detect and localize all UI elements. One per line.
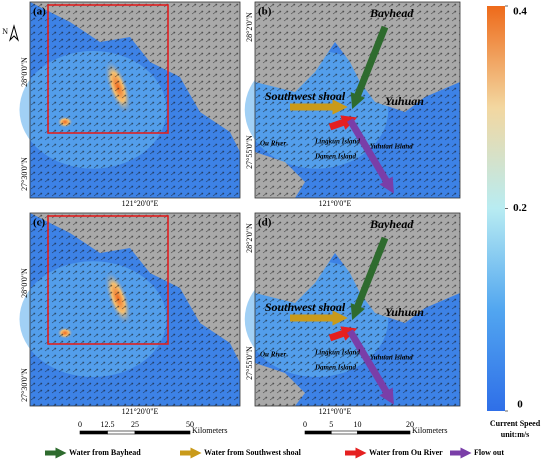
colorbar: 0.4 0.2 0 Current Speed unit:m/s <box>487 6 541 439</box>
scale-segment <box>304 430 332 435</box>
scale-tick-label: 25 <box>131 420 139 429</box>
scale-tick-label: 0 <box>303 420 307 429</box>
place-label: Yuhuan Island <box>370 143 413 151</box>
map-panel: Bayhead Southwest shoal Yuhuan Ou River Ling… <box>244 212 461 416</box>
scale-tick-label: 5 <box>329 420 333 429</box>
north-arrow: N <box>2 24 20 42</box>
lon-label: 121°0'0"E <box>319 407 352 416</box>
flow-arrow <box>346 329 394 405</box>
lon-label: 121°0'0"E <box>319 199 352 208</box>
place-label: Southwest shoal <box>265 300 346 314</box>
scale-tick-label: 10 <box>354 420 362 429</box>
place-label: Damen Island <box>314 153 357 161</box>
lat-label: 27°30'0"N <box>20 157 29 191</box>
place-label: Ou River <box>260 140 287 148</box>
north-label: N <box>2 27 8 36</box>
panel-label: (c) <box>33 217 46 229</box>
scale-tick-label: 12.5 <box>101 420 115 429</box>
panel-frame <box>29 212 241 407</box>
lat-label: 28°2'0"N <box>245 223 254 253</box>
colorbar-ramp <box>487 6 505 411</box>
colorbar-tick-label: 0.4 <box>513 6 527 18</box>
lat-label: 27°55'0"N <box>245 135 254 169</box>
map-panel: Bayhead Southwest shoal Yuhuan Ou River Ling… <box>244 1 461 208</box>
scale-tick-label: 0 <box>78 420 82 429</box>
panels: (a) 28°0'0"N 27°30'0"N 121°20'0"E Bayhead Sou… <box>19 1 461 416</box>
arrow-field <box>30 2 240 198</box>
place-label: Damen Island <box>314 364 357 372</box>
panel-label: (a) <box>33 6 46 18</box>
legend-label: Water from Bayhead <box>69 448 141 457</box>
study-box <box>47 215 169 345</box>
lat-label: 28°2'0"N <box>245 12 254 42</box>
legend-label: Water from Southwest shoal <box>204 448 302 457</box>
panel-frame <box>254 1 461 199</box>
scale-tick-label: 50 <box>186 420 194 429</box>
colorbar-tick-label: 0.2 <box>513 202 527 214</box>
map-panel: (c) 28°0'0"N 27°30'0"N 121°20'0"E <box>19 212 241 416</box>
flow-arrow <box>350 25 389 110</box>
legend: Water from Bayhead Water from Southwest s… <box>45 447 504 459</box>
scale-segment <box>107 430 136 435</box>
scale-segment <box>330 430 358 435</box>
colorbar-tick-label: 0 <box>517 399 523 411</box>
lat-label: 28°0'0"N <box>20 57 29 87</box>
lon-label: 121°20'0"E <box>122 407 159 416</box>
place-label: Yuhuan Island <box>370 354 413 362</box>
place-label: Ou River <box>260 351 287 359</box>
arrow-field <box>30 213 240 406</box>
flow-arrow <box>346 118 394 194</box>
flow-arrow <box>328 115 358 131</box>
place-label: Bayhead <box>369 217 414 231</box>
lat-label: 27°30'0"N <box>20 368 29 402</box>
scale-unit: Kilometers <box>192 426 228 435</box>
panel-frame <box>29 1 241 199</box>
flow-arrow <box>328 326 358 342</box>
panel-frame <box>254 212 461 407</box>
place-label: Bayhead <box>369 6 414 20</box>
scale-unit: Kilometers <box>412 426 448 435</box>
panel-label: (d) <box>258 217 272 229</box>
lon-label: 121°20'0"E <box>122 199 159 208</box>
place-label: Yuhuan <box>385 94 424 108</box>
panel-label: (b) <box>258 6 272 18</box>
flow-arrow <box>350 236 389 321</box>
place-label: Southwest shoal <box>265 89 346 103</box>
colorbar-unit: unit:m/s <box>501 430 529 439</box>
scale-segment <box>357 430 411 435</box>
scale-segment <box>79 430 108 435</box>
lat-label: 27°55'0"N <box>245 346 254 380</box>
map-panel: (a) 28°0'0"N 27°30'0"N 121°20'0"E <box>19 1 241 208</box>
lat-label: 28°0'0"N <box>20 268 29 298</box>
study-box <box>47 4 169 134</box>
legend-label: Flow out <box>474 448 504 457</box>
place-label: Yuhuan <box>385 305 424 319</box>
scale-tick-label: 20 <box>406 420 414 429</box>
legend-label: Water from Ou River <box>369 448 443 457</box>
scale-segment <box>134 430 191 435</box>
place-label: Lingkun Island <box>314 138 360 146</box>
colorbar-title: Current Speed <box>490 419 541 428</box>
place-label: Lingkun Island <box>314 349 360 357</box>
